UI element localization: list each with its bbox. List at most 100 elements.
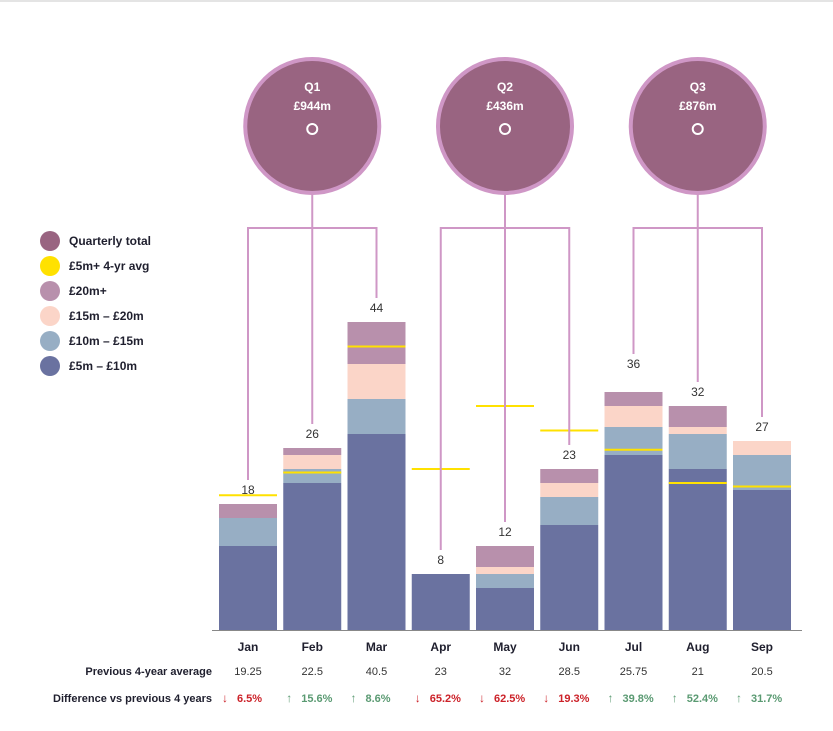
bar-total-label: 27	[755, 420, 769, 434]
previous-avg-value: 40.5	[366, 666, 387, 678]
bar-segment-jul-0	[604, 455, 663, 630]
previous-avg-value: 23	[435, 666, 447, 678]
arrow-down-icon: ↓	[415, 691, 421, 705]
legend-label-5m-10m: £5m – £10m	[69, 358, 138, 373]
quarter-name: Q3	[690, 80, 706, 94]
difference-value: 52.4%	[687, 693, 718, 705]
legend-item-15m-20m: £15m – £20m	[40, 303, 151, 328]
legend-label-avg: £5m+ 4-yr avg	[69, 258, 150, 273]
bar-segment-feb-3	[283, 448, 342, 455]
quarter-node-icon	[306, 123, 319, 135]
legend-item-5m-10m: £5m – £10m	[40, 353, 151, 378]
bar-segment-mar-3	[347, 322, 406, 364]
arrow-down-icon: ↓	[543, 691, 549, 705]
difference-value: 39.8%	[623, 693, 654, 705]
bar-segment-jul-2	[604, 406, 663, 427]
arrow-up-icon: ↑	[286, 691, 292, 705]
quarter-total: £436m	[486, 99, 523, 113]
month-label: Sep	[751, 640, 773, 654]
legend-swatch-10m-15m	[40, 330, 60, 351]
previous-avg-value: 19.25	[234, 666, 262, 678]
difference-value: 62.5%	[494, 693, 525, 705]
legend-item-10m-15m: £10m – £15m	[40, 328, 151, 353]
arrow-down-icon: ↓	[222, 691, 228, 705]
previous-avg-value: 25.75	[620, 666, 648, 678]
bar-segment-jan-0	[219, 546, 277, 630]
bar-segment-feb-0	[283, 483, 342, 630]
bar-segment-jun-3	[540, 469, 599, 483]
bar-segment-jan-3	[219, 504, 277, 518]
bar-total-label: 44	[370, 301, 384, 315]
difference-value: 19.3%	[558, 693, 589, 705]
bar-segment-jun-0	[540, 525, 599, 630]
chart-legend: Quarterly total £5m+ 4-yr avg £20m+ £15m…	[40, 228, 151, 378]
arrow-up-icon: ↑	[608, 691, 614, 705]
bar-segment-sep-2	[733, 441, 791, 455]
quarter-node-icon	[499, 123, 511, 135]
previous-avg-value: 28.5	[559, 666, 580, 678]
quarter-node-icon	[691, 123, 704, 135]
difference-row-label: Difference vs previous 4 years	[53, 693, 212, 705]
arrow-down-icon: ↓	[479, 691, 485, 705]
legend-label-15m-20m: £15m – £20m	[69, 308, 144, 323]
quarter-name: Q2	[497, 80, 513, 94]
legend-swatch-15m-20m	[40, 305, 60, 326]
previous-avg-value: 22.5	[302, 666, 323, 678]
month-label: Feb	[302, 640, 323, 654]
previous-avg-value: 32	[499, 666, 511, 678]
legend-label-20m-plus: £20m+	[69, 283, 107, 298]
bar-segment-sep-1	[733, 455, 791, 490]
bar-segment-feb-1	[283, 469, 342, 483]
bar-total-label: 12	[498, 525, 512, 539]
difference-value: 8.6%	[366, 693, 391, 705]
bar-total-label: 18	[241, 483, 255, 497]
bar-segment-aug-0	[668, 469, 727, 630]
bar-total-label: 36	[627, 357, 641, 371]
arrow-up-icon: ↑	[672, 691, 678, 705]
bar-segment-jul-1	[604, 427, 663, 455]
quarter-name: Q1	[304, 80, 320, 94]
legend-swatch-quarterly-total	[40, 230, 60, 251]
bar-segment-may-0	[476, 588, 534, 630]
legend-item-20m-plus: £20m+	[40, 278, 151, 303]
legend-label-quarterly-total: Quarterly total	[69, 233, 152, 248]
previous-avg-value: 21	[692, 666, 704, 678]
bar-segment-jun-2	[540, 483, 599, 497]
month-label: Jan	[238, 640, 259, 654]
month-label: Jun	[559, 640, 580, 654]
legend-item-avg: £5m+ 4-yr avg	[40, 253, 151, 278]
bar-segment-mar-2	[347, 364, 406, 399]
arrow-up-icon: ↑	[736, 691, 742, 705]
bar-segment-may-2	[476, 567, 534, 574]
bar-segment-jun-1	[540, 497, 599, 525]
difference-value: 15.6%	[301, 693, 332, 705]
bar-segment-aug-3	[668, 406, 727, 427]
bar-segment-mar-1	[347, 399, 406, 434]
bar-total-label: 8	[437, 553, 444, 567]
legend-item-quarterly-total: Quarterly total	[40, 228, 151, 253]
month-label: Jul	[625, 640, 642, 654]
quarter-total: £876m	[679, 99, 716, 113]
month-label: Apr	[430, 640, 451, 654]
bar-segment-jul-3	[604, 392, 663, 406]
month-label: May	[493, 640, 517, 654]
bar-total-label: 26	[306, 427, 320, 441]
difference-value: 6.5%	[237, 693, 262, 705]
bar-segment-jan-1	[219, 518, 277, 546]
bar-segment-feb-2	[283, 455, 342, 469]
bar-segment-may-1	[476, 574, 534, 588]
difference-value: 65.2%	[430, 693, 461, 705]
month-label: Mar	[366, 640, 388, 654]
bar-total-label: 23	[563, 448, 577, 462]
previous-avg-row-label: Previous 4-year average	[85, 666, 212, 678]
legend-label-10m-15m: £10m – £15m	[69, 333, 144, 348]
bar-segment-aug-1	[668, 434, 727, 469]
arrow-up-icon: ↑	[351, 691, 357, 705]
difference-value: 31.7%	[751, 693, 782, 705]
legend-swatch-5m-10m	[40, 355, 60, 376]
bar-total-label: 32	[691, 385, 705, 399]
quarter-total: £944m	[294, 99, 331, 113]
bar-segment-sep-0	[733, 490, 791, 630]
legend-swatch-avg	[40, 255, 60, 276]
